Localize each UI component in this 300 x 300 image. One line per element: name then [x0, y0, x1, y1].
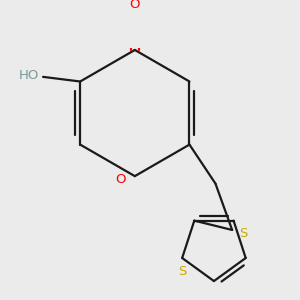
Text: O: O — [130, 0, 140, 11]
Text: S: S — [178, 266, 186, 278]
Text: S: S — [238, 227, 247, 240]
Text: O: O — [115, 173, 125, 186]
Text: HO: HO — [19, 69, 39, 82]
